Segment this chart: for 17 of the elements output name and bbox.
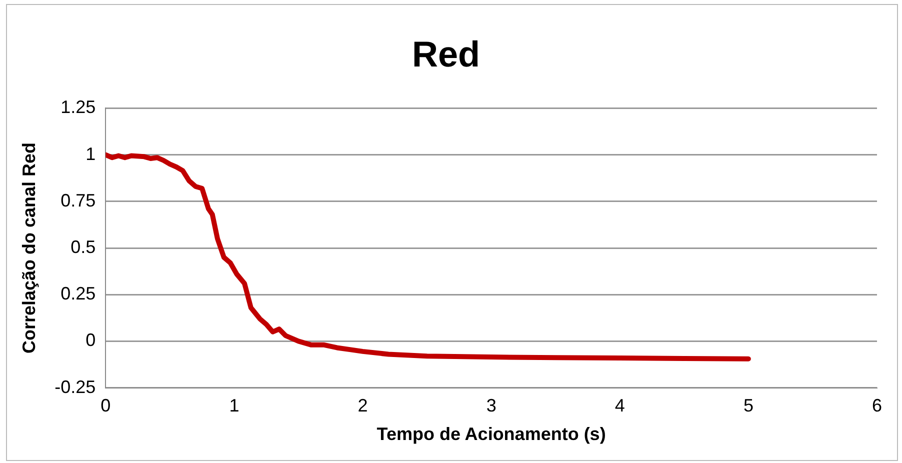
x-tick-label: 3 — [486, 396, 496, 416]
y-tick-label: 0.25 — [60, 284, 96, 304]
y-axis-title: Correlação do canal Red — [18, 142, 39, 354]
chart-title: Red — [412, 34, 480, 75]
x-tick-label: 6 — [872, 396, 882, 416]
x-tick-label: 1 — [229, 396, 240, 416]
x-tick-label: 0 — [100, 396, 111, 416]
y-tick-label: 0.75 — [60, 190, 96, 210]
y-tick-label: 1 — [86, 144, 96, 164]
y-tick-label: 0 — [86, 330, 96, 350]
x-axis-title: Tempo de Acionamento (s) — [376, 424, 606, 444]
x-tick-label: 4 — [614, 396, 625, 416]
x-tick-label: 2 — [358, 396, 368, 416]
x-tick-label: 5 — [743, 396, 754, 416]
y-tick-label: 0.5 — [70, 236, 96, 257]
y-tick-label: 1.25 — [60, 97, 96, 118]
y-tick-label: -0.25 — [54, 376, 96, 397]
